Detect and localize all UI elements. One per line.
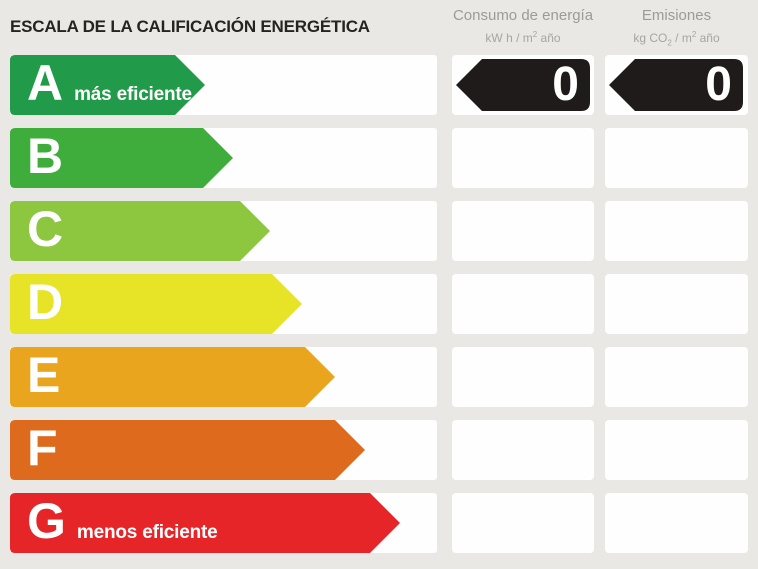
rating-row-track: E	[10, 347, 437, 407]
grade-letter: G	[27, 493, 66, 549]
unit-part: 2	[532, 30, 538, 39]
rating-row-track: D	[10, 274, 437, 334]
emisiones-value-cell	[605, 420, 748, 480]
unit-part: año	[537, 31, 561, 45]
grade-arrow-shape	[10, 493, 400, 553]
indicator-shape	[609, 59, 743, 111]
grade-letter: D	[27, 274, 64, 330]
rating-row-e: E	[0, 347, 758, 407]
grade-note: más eficiente	[74, 84, 192, 105]
emisiones-column-unit: kg CO2 / m2 año	[605, 28, 748, 50]
unit-part: / m	[671, 31, 692, 45]
rating-row-track: B	[10, 128, 437, 188]
unit-part: kW h / m	[485, 31, 533, 45]
indicator-shape	[456, 59, 590, 111]
rating-row-d: D	[0, 274, 758, 334]
unit-part: año	[696, 31, 720, 45]
rating-row-track: C	[10, 201, 437, 261]
consumo-indicator-arrow: 0	[456, 59, 590, 111]
grade-arrow-shape	[10, 128, 233, 188]
page-title: ESCALA DE LA CALIFICACIÓN ENERGÉTICA	[10, 17, 370, 36]
grade-arrow-b: B	[10, 128, 233, 188]
consumo-value: 0	[552, 58, 579, 111]
consumo-value-cell	[452, 274, 594, 334]
consumo-column-unit: kW h / m2 año	[452, 28, 594, 45]
consumo-value-cell	[452, 128, 594, 188]
grade-arrow-d: D	[10, 274, 302, 334]
unit-part: 2	[691, 30, 697, 39]
consumo-value-cell: 0	[452, 55, 594, 115]
emisiones-value-cell	[605, 128, 748, 188]
grade-letter: C	[27, 201, 64, 257]
grade-note: menos eficiente	[76, 522, 218, 543]
emisiones-value-cell	[605, 201, 748, 261]
grade-letter: F	[27, 420, 58, 476]
rating-row-c: C	[0, 201, 758, 261]
emisiones-value-cell	[605, 493, 748, 553]
emisiones-value-cell	[605, 274, 748, 334]
emisiones-indicator-arrow: 0	[609, 59, 743, 111]
unit-part: 2	[667, 38, 672, 48]
consumo-column-header: Consumo de energía kW h / m2 año	[452, 7, 594, 45]
grade-letter: B	[27, 128, 64, 184]
grade-arrow-shape	[10, 274, 302, 334]
grade-arrow-shape	[10, 420, 365, 480]
consumo-column-label: Consumo de energía	[452, 7, 594, 24]
emisiones-value-cell	[605, 347, 748, 407]
grade-arrow-shape	[10, 55, 205, 115]
consumo-value-cell	[452, 347, 594, 407]
emisiones-column-header: Emisiones kg CO2 / m2 año	[605, 7, 748, 50]
grade-arrow-f: F	[10, 420, 365, 480]
rating-row-track: F	[10, 420, 437, 480]
consumo-value-cell	[452, 420, 594, 480]
rating-row-f: F	[0, 420, 758, 480]
grade-arrow-e: E	[10, 347, 335, 407]
emisiones-column-label: Emisiones	[641, 7, 712, 24]
rating-row-b: B	[0, 128, 758, 188]
grade-letter: A	[27, 55, 64, 111]
unit-part: kg CO	[633, 31, 668, 45]
emisiones-value: 0	[705, 58, 732, 111]
grade-arrow-c: C	[10, 201, 270, 261]
consumo-value-cell	[452, 201, 594, 261]
grade-arrow-shape	[10, 201, 270, 261]
grade-arrow-shape	[10, 347, 335, 407]
grade-letter: E	[27, 347, 61, 403]
emisiones-value-cell: 0	[605, 55, 748, 115]
consumo-value-cell	[452, 493, 594, 553]
